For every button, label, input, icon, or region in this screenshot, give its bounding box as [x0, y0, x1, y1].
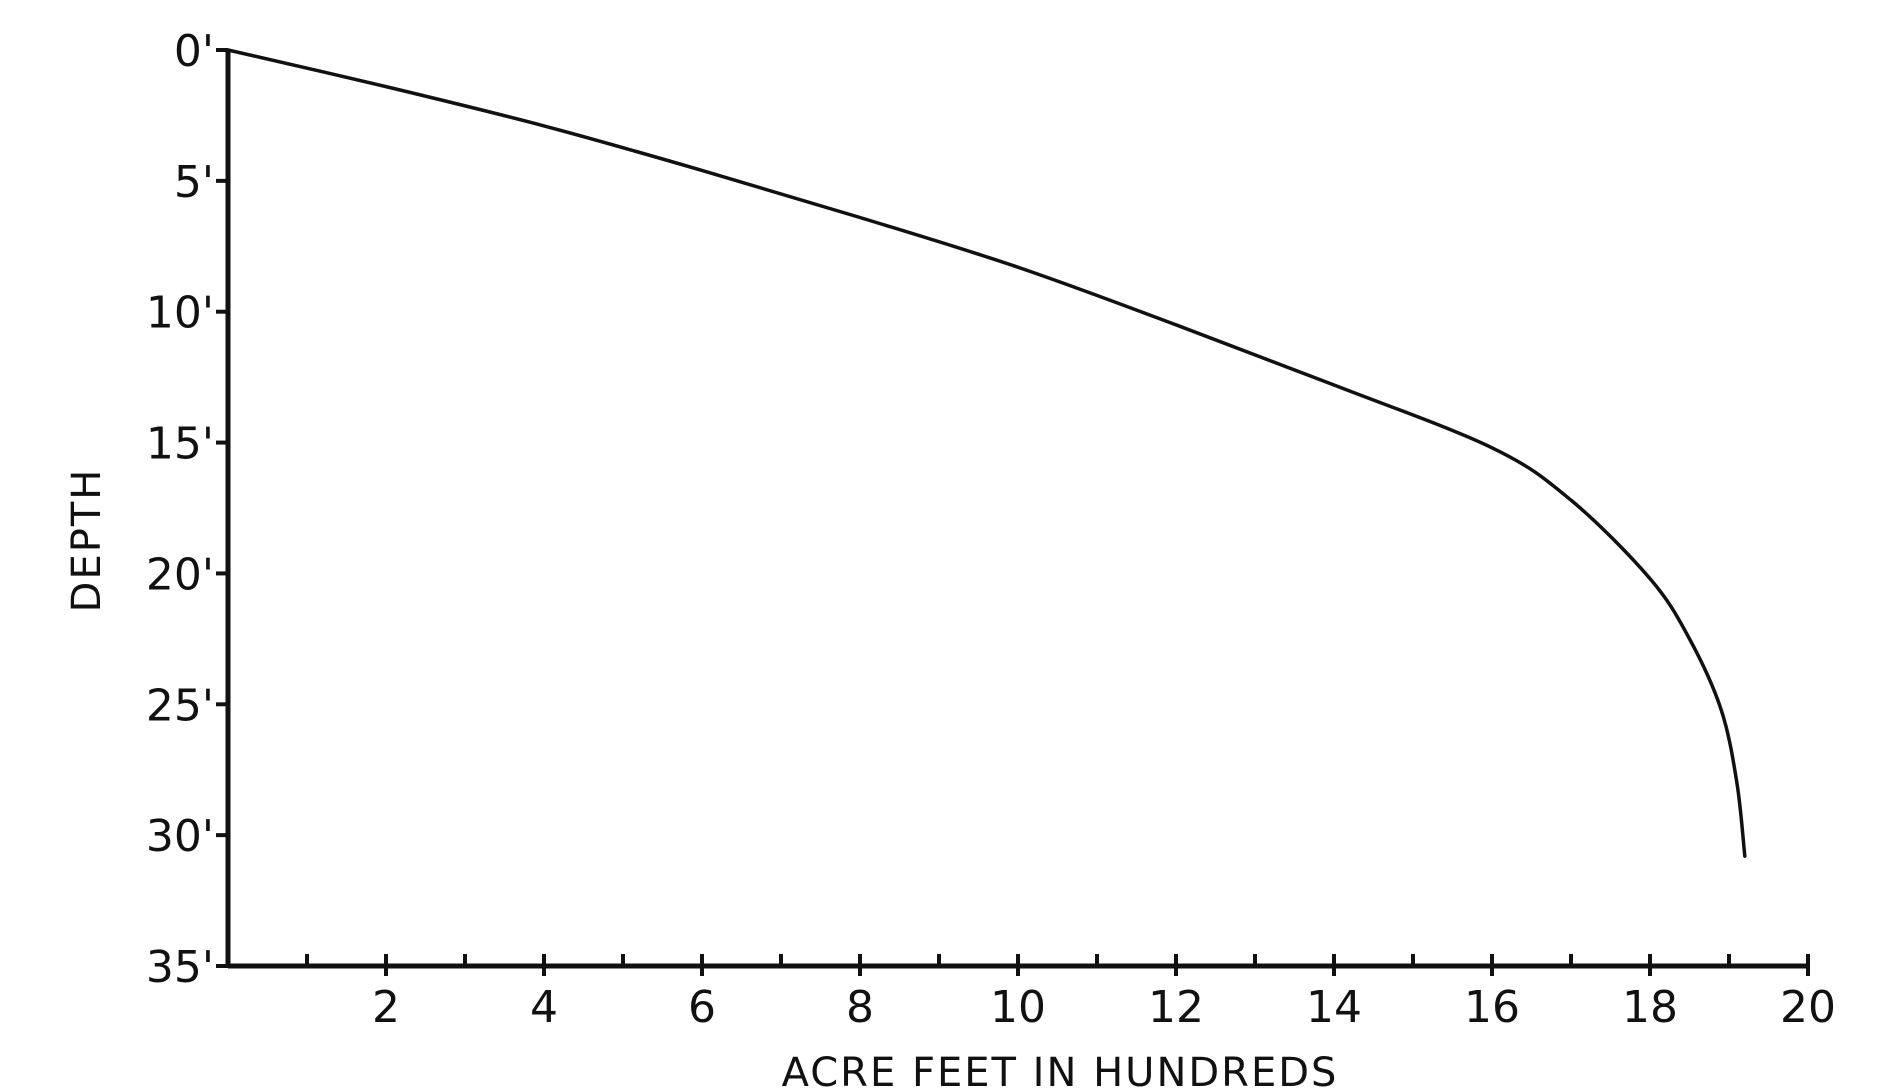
x-tick-label: 2: [372, 982, 400, 1033]
x-axis-title: ACRE FEET IN HUNDREDS: [782, 1050, 1339, 1089]
x-tick-label: 18: [1622, 982, 1678, 1033]
y-tick-label: 20': [146, 549, 214, 600]
x-tick-label: 10: [990, 982, 1046, 1033]
x-tick-label: 4: [530, 982, 558, 1033]
y-tick-label: 30': [146, 811, 214, 862]
x-tick-label: 8: [846, 982, 874, 1033]
series-line: [226, 48, 1747, 858]
y-tick-label: 0': [174, 26, 214, 77]
x-axis: 2 4 6 8 10 12 14 16 18 20: [228, 954, 1836, 1033]
y-tick-label: 10': [146, 288, 214, 339]
x-tick-label: 6: [688, 982, 716, 1033]
series-group: [226, 48, 1747, 858]
x-tick-label: 14: [1306, 982, 1362, 1033]
y-tick-label: 15': [146, 419, 214, 470]
y-tick-label: 35': [146, 942, 214, 993]
x-tick-label: 12: [1148, 982, 1204, 1033]
y-tick-label: 25': [146, 680, 214, 731]
x-tick-label: 16: [1464, 982, 1520, 1033]
y-tick-label: 5': [174, 157, 214, 208]
y-axis-title: DEPTH: [64, 468, 110, 613]
y-axis: 0' 5' 10' 15' 20' 25' 30' 35': [146, 26, 231, 993]
x-tick-label: 20: [1780, 982, 1836, 1033]
